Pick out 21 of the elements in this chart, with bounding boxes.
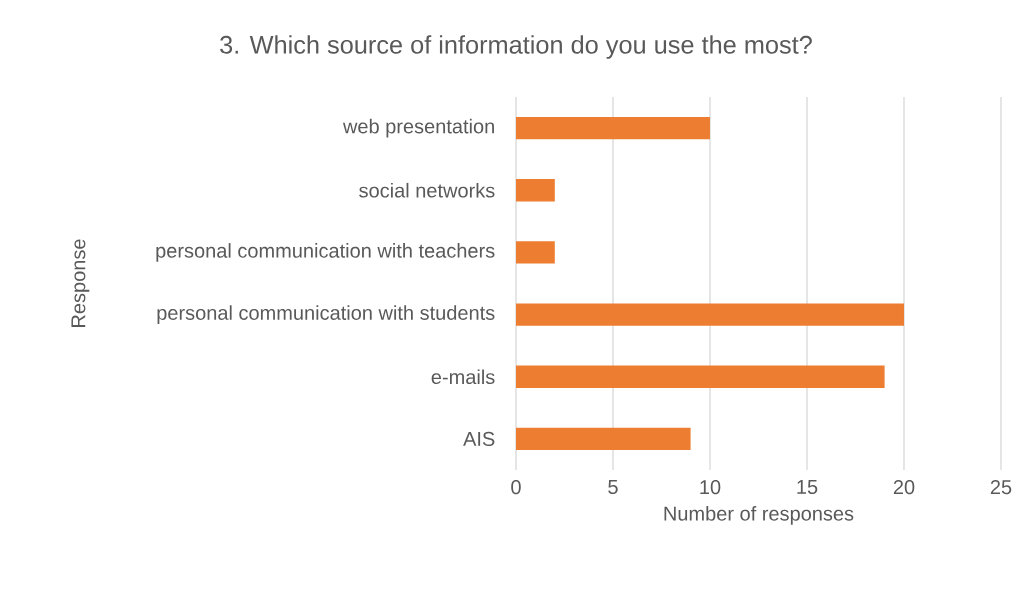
y-tick-label: AIS: [463, 431, 495, 446]
x-tick-label: 10: [700, 480, 721, 495]
bar: [516, 303, 904, 326]
bar: [516, 365, 885, 388]
y-tick-label: e-mails: [431, 369, 495, 385]
bar: [516, 179, 555, 202]
x-tick-label: 0: [511, 480, 521, 495]
y-axis-title: Response: [71, 239, 90, 327]
x-axis-title: Number of responses: [664, 506, 854, 525]
bar: [516, 241, 555, 264]
bar: [516, 116, 710, 140]
bar: [516, 427, 691, 451]
x-tick-label: 5: [608, 480, 618, 494]
y-tick-label: personal communication with students: [157, 305, 495, 324]
chart-title: 3. Which source of information do you use the most?: [220, 35, 812, 59]
x-tick-label: 20: [893, 480, 915, 495]
y-tick-label: web presentation: [342, 118, 494, 138]
y-tick-label: personal communication with teachers: [156, 243, 495, 262]
y-tick-label: social networks: [359, 182, 495, 198]
x-tick-label: 25: [990, 480, 1012, 495]
x-tick-label: 15: [797, 480, 818, 494]
